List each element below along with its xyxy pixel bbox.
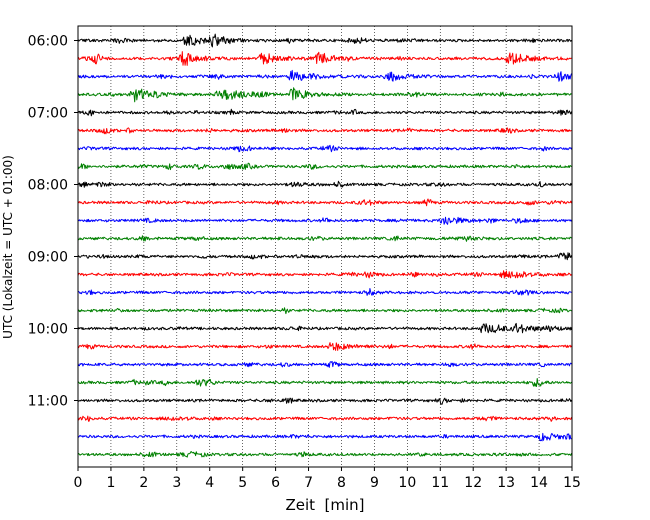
- x-tick-label: 0: [74, 475, 83, 491]
- y-tick-label: 08:00: [28, 178, 68, 194]
- y-tick-label: 07:00: [28, 106, 68, 122]
- trace-row-21: [78, 415, 572, 422]
- x-tick-label: 15: [563, 475, 581, 491]
- seismic-traces: [78, 33, 572, 458]
- y-tick-label: 09:00: [28, 250, 68, 266]
- x-tick-label: 10: [398, 475, 416, 491]
- x-tick-label: 14: [530, 475, 548, 491]
- trace-row-13: [78, 270, 572, 279]
- trace-row-7: [78, 162, 572, 171]
- x-tick-label: 9: [370, 475, 379, 491]
- trace-row-1: [78, 51, 572, 66]
- x-tick-label: 1: [106, 475, 115, 491]
- trace-row-10: [78, 216, 572, 225]
- x-axis-label: Zeit [min]: [285, 496, 364, 514]
- y-axis-ticks: 06:00 07:00 08:00 09:00 10:00 11:00: [28, 34, 78, 410]
- trace-row-0: [78, 33, 572, 48]
- trace-row-16: [78, 322, 572, 334]
- trace-row-12: [78, 252, 572, 261]
- x-tick-label: 8: [337, 475, 346, 491]
- x-tick-label: 4: [205, 475, 214, 491]
- trace-row-9: [78, 198, 572, 207]
- x-tick-label: 12: [464, 475, 482, 491]
- trace-row-3: [78, 87, 572, 103]
- x-tick-label: 7: [304, 475, 313, 491]
- trace-row-5: [78, 127, 572, 135]
- x-tick-label: 6: [271, 475, 280, 491]
- x-axis-ticks: 0 1 2 3 4 5 6 7 8 9 10 11 12 13 14 15: [74, 467, 581, 491]
- x-tick-label: 5: [238, 475, 247, 491]
- trace-row-15: [78, 307, 572, 315]
- trace-row-22: [78, 432, 572, 442]
- x-tick-label: 13: [497, 475, 515, 491]
- x-tick-label: 2: [139, 475, 148, 491]
- y-tick-label: 11:00: [28, 394, 68, 410]
- trace-row-11: [78, 235, 572, 242]
- y-axis-label: UTC (Lokalzeit = UTC + 01:00): [1, 155, 15, 339]
- y-tick-label: 06:00: [28, 34, 68, 50]
- trace-row-17: [78, 342, 572, 351]
- trace-row-18: [78, 360, 572, 368]
- trace-row-2: [78, 69, 572, 82]
- x-tick-label: 11: [431, 475, 449, 491]
- trace-row-19: [78, 378, 572, 387]
- trace-row-20: [78, 397, 572, 405]
- plot-frame: [77, 25, 573, 468]
- trace-row-14: [78, 288, 572, 296]
- trace-row-4: [78, 108, 572, 117]
- trace-row-23: [78, 451, 572, 458]
- trace-row-8: [78, 180, 572, 188]
- y-tick-label: 10:00: [28, 322, 68, 338]
- trace-row-6: [78, 144, 572, 153]
- x-tick-label: 3: [172, 475, 181, 491]
